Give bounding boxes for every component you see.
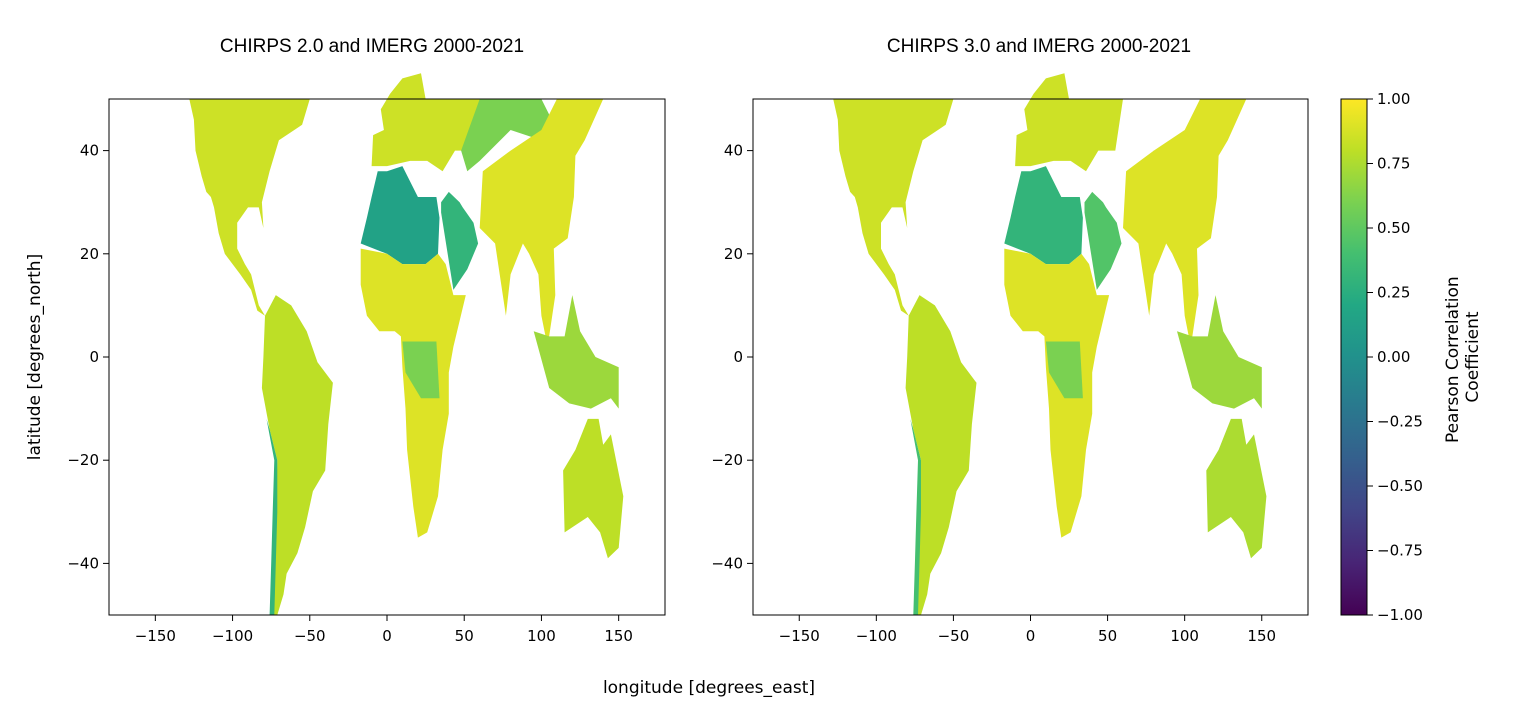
map-region-sahel-and-southern-africa bbox=[360, 248, 466, 538]
y-tick-label: −20 bbox=[711, 451, 743, 469]
map-region-central-africa bbox=[1045, 341, 1083, 399]
y-axis-label: latitude [degrees_north] bbox=[25, 254, 45, 460]
map-region-australia bbox=[563, 418, 624, 559]
colorbar-gradient bbox=[1340, 98, 1368, 616]
x-tick-label: 50 bbox=[455, 627, 474, 645]
colorbar: 1.00 0.75 0.50 0.25 0.00 −0.25 −0.50 −0.75 −1.00… bbox=[1340, 90, 1483, 624]
right-y-ticks: 40 20 0 −20 −40 bbox=[711, 142, 753, 572]
map-region-south-america bbox=[905, 295, 977, 615]
x-tick-label: 0 bbox=[382, 627, 392, 645]
x-tick-label: 100 bbox=[527, 627, 556, 645]
x-tick-label: −150 bbox=[779, 627, 820, 645]
x-tick-label: −50 bbox=[294, 627, 326, 645]
left-panel-title: CHIRPS 2.0 and IMERG 2000-2021 bbox=[220, 36, 524, 57]
right-panel-title: CHIRPS 3.0 and IMERG 2000-2021 bbox=[887, 36, 1191, 57]
y-tick-label: 40 bbox=[724, 142, 743, 160]
x-axis-label: longitude [degrees_east] bbox=[603, 678, 815, 698]
map-region-arabian-peninsula bbox=[441, 191, 479, 290]
left-y-ticks: 40 20 0 −20 −40 bbox=[67, 142, 109, 572]
y-tick-label: −40 bbox=[67, 554, 99, 572]
right-correlation-map bbox=[814, 73, 1267, 615]
colorbar-tick-label: −0.75 bbox=[1377, 542, 1423, 560]
map-region-europe bbox=[371, 73, 480, 172]
colorbar-tick-label: 0.75 bbox=[1377, 155, 1410, 173]
left-correlation-map bbox=[170, 73, 624, 615]
colorbar-label-line-2: Coefficient bbox=[1463, 311, 1483, 402]
x-tick-label: −100 bbox=[856, 627, 897, 645]
right-x-ticks: −150 −100 −50 0 50 100 150 bbox=[779, 615, 1276, 645]
map-region-andes-west-coast bbox=[910, 418, 921, 615]
map-region-central-africa bbox=[402, 341, 440, 399]
colorbar-ticks: 1.00 0.75 0.50 0.25 0.00 −0.25 −0.50 −0.75 −1.00 bbox=[1367, 90, 1423, 624]
map-region-north-america bbox=[814, 99, 954, 316]
colorbar-tick-label: −0.50 bbox=[1377, 477, 1423, 495]
map-region-andes-west-coast bbox=[266, 418, 278, 615]
map-region-maritime-continent bbox=[533, 295, 619, 409]
y-tick-label: 40 bbox=[80, 142, 99, 160]
map-region-north-america bbox=[170, 99, 310, 316]
colorbar-label-line-1: Pearson Correlation bbox=[1443, 276, 1463, 443]
map-region-australia bbox=[1206, 418, 1267, 559]
x-tick-label: 0 bbox=[1026, 627, 1036, 645]
map-region-south-america bbox=[261, 295, 333, 615]
colorbar-tick-label: 0.25 bbox=[1377, 284, 1410, 302]
colorbar-tick-label: 0.00 bbox=[1377, 348, 1410, 366]
map-region-sahara bbox=[360, 166, 440, 265]
map-region-sahara bbox=[1004, 166, 1083, 265]
x-tick-label: −150 bbox=[135, 627, 176, 645]
map-region-south-and-east-asia bbox=[1123, 99, 1247, 347]
colorbar-tick-label: 1.00 bbox=[1377, 90, 1410, 108]
y-tick-label: 20 bbox=[724, 245, 743, 263]
colorbar-tick-label: −1.00 bbox=[1377, 606, 1423, 624]
x-tick-label: 150 bbox=[604, 627, 633, 645]
y-tick-label: −40 bbox=[711, 554, 743, 572]
map-region-europe bbox=[1015, 73, 1123, 172]
colorbar-tick-label: 0.50 bbox=[1377, 219, 1410, 237]
y-tick-label: −20 bbox=[67, 451, 99, 469]
map-region-maritime-continent bbox=[1177, 295, 1262, 409]
x-tick-label: 100 bbox=[1170, 627, 1199, 645]
y-tick-label: 20 bbox=[80, 245, 99, 263]
map-region-south-and-east-asia bbox=[479, 99, 604, 347]
x-tick-label: −50 bbox=[938, 627, 970, 645]
map-region-central-asia bbox=[461, 99, 557, 172]
y-tick-label: 0 bbox=[733, 348, 743, 366]
right-map-panel: −150 −100 −50 0 50 100 150 40 20 0 −20 −40 bbox=[711, 73, 1309, 645]
x-tick-label: 150 bbox=[1247, 627, 1276, 645]
left-x-ticks: −150 −100 −50 0 50 100 150 bbox=[135, 615, 633, 645]
x-tick-label: 50 bbox=[1098, 627, 1117, 645]
left-map-panel: −150 −100 −50 0 50 100 150 40 20 0 −20 −40 bbox=[67, 73, 666, 645]
colorbar-label: Pearson Correlation Coefficient bbox=[1443, 271, 1483, 443]
y-tick-label: 0 bbox=[89, 348, 99, 366]
map-region-sahel-and-southern-africa bbox=[1004, 248, 1110, 538]
colorbar-tick-label: −0.25 bbox=[1377, 413, 1423, 431]
x-tick-label: −100 bbox=[212, 627, 253, 645]
map-region-arabian-peninsula bbox=[1084, 191, 1122, 290]
